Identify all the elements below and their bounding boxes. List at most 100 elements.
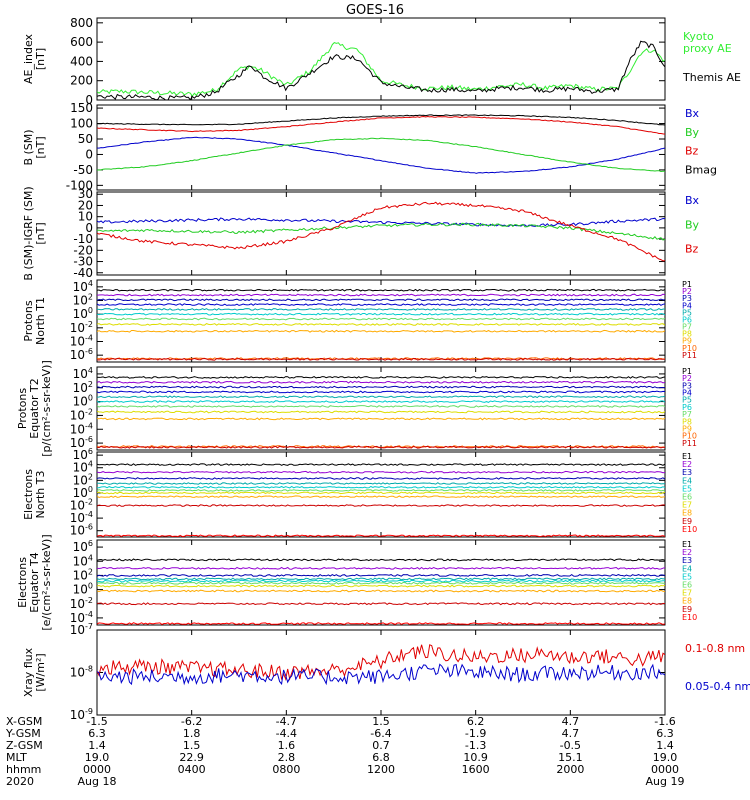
x-axis-value: 6.8 — [372, 751, 390, 764]
x-axis-value: 2000 — [556, 763, 584, 776]
legend-p8: P8 — [682, 417, 692, 426]
series-line-e2 — [97, 470, 665, 474]
y-tick-label: 150 — [70, 101, 93, 115]
y-tick-label: 10-2 — [70, 320, 93, 335]
legend-p11: P11 — [682, 439, 697, 448]
legend-kyoto-proxy-ae: proxy AE — [683, 42, 732, 55]
series-line-p2 — [97, 293, 665, 297]
x-axis-value: Aug 19 — [646, 775, 685, 788]
legend-p11: P11 — [682, 351, 697, 360]
panel-frame — [96, 279, 666, 363]
legend-p6: P6 — [682, 403, 692, 412]
series-line-p8 — [97, 410, 665, 414]
legend-p6: P6 — [682, 315, 692, 324]
y-tick-label: -50 — [73, 163, 93, 177]
x-axis-value: -0.5 — [560, 739, 581, 752]
x-axis-row-label: hhmm — [6, 763, 41, 776]
series-line-bmag — [97, 114, 665, 126]
legend-p1: P1 — [682, 280, 692, 289]
x-axis-row-label: X-GSM — [6, 715, 42, 728]
legend-xray: 0.05-0.4 nm — [685, 680, 750, 693]
x-axis-value: 4.7 — [562, 715, 580, 728]
legend-p7: P7 — [682, 323, 692, 332]
panel-frame — [96, 17, 666, 101]
y-axis-label: [nT] — [34, 48, 47, 70]
x-axis-value: 0000 — [651, 763, 679, 776]
y-axis-label: Protons — [22, 300, 35, 341]
series-line-e7 — [97, 584, 665, 588]
y-tick-label: 104 — [73, 366, 93, 381]
y-axis-label: AE_index — [22, 33, 35, 84]
y-tick-label: 10-6 — [70, 523, 93, 538]
y-tick-label: 10-4 — [70, 421, 93, 436]
y-tick-label: 10 — [78, 210, 93, 224]
x-axis-value: 6.2 — [467, 715, 485, 728]
y-axis-label: North T3 — [34, 471, 47, 519]
x-axis-value: 19.0 — [653, 751, 678, 764]
y-tick-label: -100 — [66, 178, 93, 192]
y-tick-label: -10 — [73, 232, 93, 246]
legend-xray: 0.1-0.8 nm — [685, 642, 745, 655]
x-axis-value: 19.0 — [85, 751, 110, 764]
y-axis-label: Equator T2 — [28, 378, 41, 438]
y-tick-label: 104 — [73, 553, 93, 568]
y-axis-label: Electrons — [16, 557, 29, 608]
x-axis-value: Aug 18 — [78, 775, 117, 788]
legend-p2: P2 — [682, 287, 692, 296]
series-line-e2 — [97, 566, 665, 570]
x-axis-value: 1.6 — [278, 739, 296, 752]
series-line-e9 — [97, 504, 665, 507]
x-axis-row-label: 2020 — [6, 775, 34, 788]
series-line-p4 — [97, 303, 665, 306]
series-line-p9 — [97, 329, 665, 333]
x-axis-value: 6.3 — [88, 727, 106, 740]
series-line-p7 — [97, 317, 665, 321]
chart-title: GOES-16 — [346, 3, 404, 18]
series-line-0-05-0-4-nm — [97, 663, 665, 686]
legend-e4: E4 — [682, 564, 692, 573]
series-line-bz — [97, 201, 665, 262]
y-tick-label: 200 — [70, 74, 93, 88]
y-tick-label: 10-4 — [70, 610, 93, 625]
x-axis-value: 1200 — [367, 763, 395, 776]
y-tick-label: 10-6 — [70, 435, 93, 450]
series-line-e8 — [97, 495, 665, 499]
series-line-bz — [97, 115, 665, 135]
y-tick-label: 0 — [85, 147, 93, 161]
series-line-bx — [97, 136, 665, 174]
y-tick-label: 10-6 — [70, 347, 93, 362]
x-axis-value: -6.4 — [370, 727, 391, 740]
y-tick-label: 104 — [73, 460, 93, 475]
y-tick-label: 10-9 — [70, 707, 93, 722]
x-axis-value: -1.5 — [86, 715, 107, 728]
series-line-p1 — [97, 376, 665, 379]
y-tick-label: -20 — [73, 243, 93, 257]
x-axis-value: 2.8 — [278, 751, 296, 764]
legend-e7: E7 — [682, 501, 692, 510]
x-axis-value: -4.7 — [276, 715, 297, 728]
series-line-e9 — [97, 602, 665, 606]
y-tick-label: -40 — [73, 266, 93, 280]
series-line-by — [97, 222, 665, 241]
legend-p9: P9 — [682, 337, 692, 346]
y-tick-label: 10-7 — [70, 622, 93, 637]
x-axis-value: 1.5 — [183, 739, 201, 752]
series-line-e6 — [97, 489, 665, 492]
y-axis-label: B (SM) — [22, 129, 35, 165]
legend-e7: E7 — [682, 589, 692, 598]
y-tick-label: 10-4 — [70, 334, 93, 349]
legend-e9: E9 — [682, 517, 692, 526]
y-tick-label: 50 — [78, 132, 93, 146]
legend-e5: E5 — [682, 484, 692, 493]
x-axis-row-label: Z-GSM — [6, 739, 43, 752]
series-line-e10 — [97, 534, 665, 537]
y-axis-label: North T1 — [34, 297, 47, 345]
series-line-p5 — [97, 307, 665, 311]
legend-e9: E9 — [682, 605, 692, 614]
series-line-e1 — [97, 463, 665, 466]
series-line-e6 — [97, 581, 665, 585]
y-axis-label: [e/(cm²-s-sr-keV)] — [40, 534, 53, 630]
legend-e2: E2 — [682, 548, 692, 557]
series-line-p2 — [97, 380, 665, 384]
